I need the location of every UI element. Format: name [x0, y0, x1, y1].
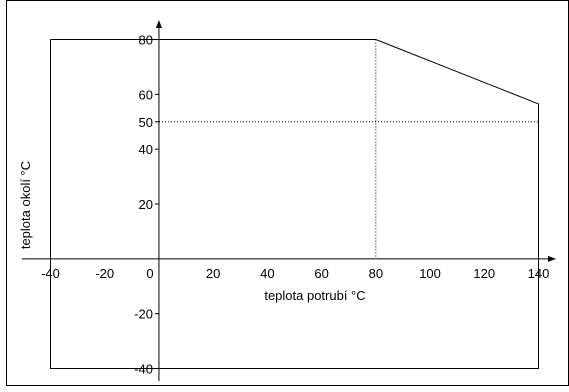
series-group	[50, 39, 539, 369]
x-tick-label-40: 40	[260, 266, 274, 281]
y-tick-labels: -40 -20 20 40 50 60 80	[134, 33, 159, 377]
chart-frame	[6, 0, 569, 386]
x-axis-label: teplota potrubí °C	[264, 288, 365, 303]
x-axis-arrow	[548, 255, 556, 262]
y-axis-arrow	[155, 20, 162, 28]
y-tick-label-80: 80	[138, 33, 152, 48]
x-tick-label--20: -20	[95, 266, 114, 281]
x-tick-labels: -40 -20 0 20 40 60 80 100 120 140	[41, 266, 549, 281]
x-tick-label-0: 0	[146, 266, 153, 281]
y-axis-label: teplota okolí °C	[18, 161, 33, 249]
x-tick-label-80: 80	[369, 266, 383, 281]
x-tick-label--40: -40	[41, 266, 60, 281]
x-tick-label-140: 140	[528, 266, 550, 281]
x-tick-label-100: 100	[419, 266, 441, 281]
x-tick-label-120: 120	[473, 266, 495, 281]
y-tick-label--20: -20	[134, 307, 153, 322]
reference-lines	[158, 39, 539, 259]
y-tick-label--40: -40	[134, 362, 153, 377]
y-tick-label-40: 40	[138, 142, 152, 157]
y-tick-label-20: 20	[138, 197, 152, 212]
y-tick-label-60: 60	[138, 87, 152, 102]
series-line-1	[50, 39, 539, 369]
x-tick-label-20: 20	[206, 266, 220, 281]
x-tick-label-60: 60	[314, 266, 328, 281]
y-tick-label-50: 50	[138, 115, 152, 130]
axes	[22, 20, 556, 381]
